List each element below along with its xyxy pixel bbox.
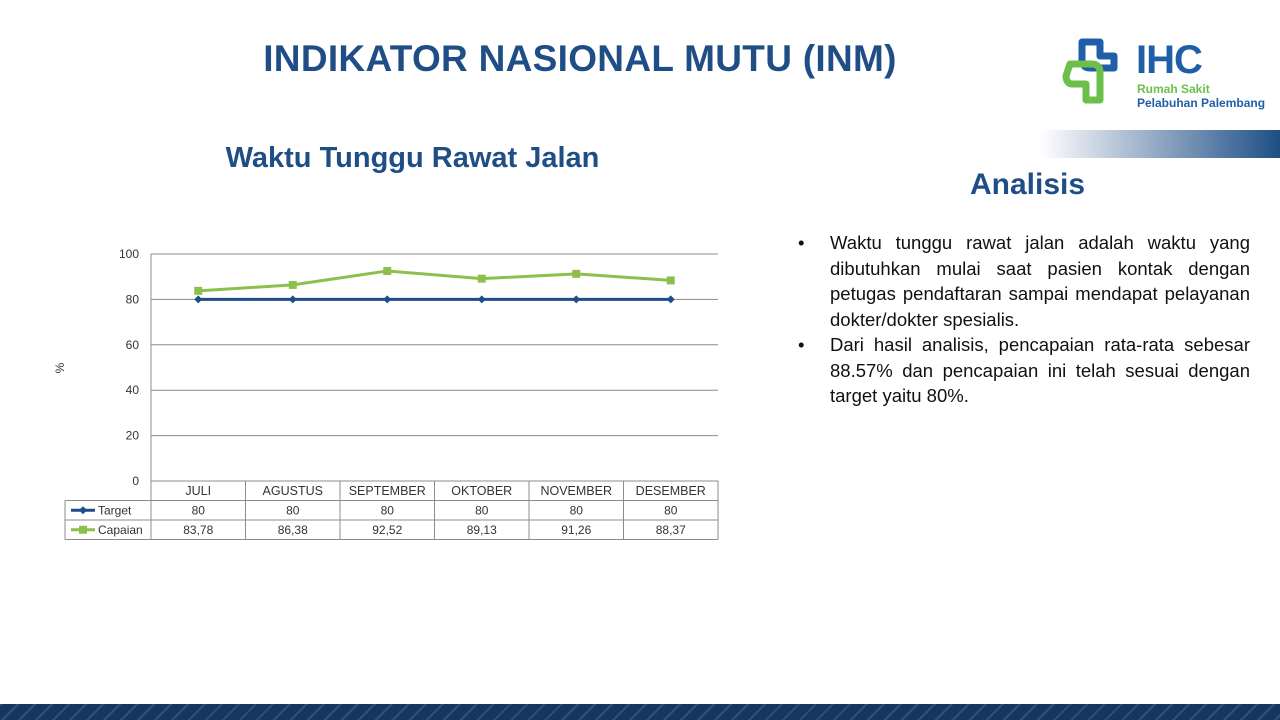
data-point-target <box>288 295 297 304</box>
data-point-capaian <box>572 269 581 278</box>
x-category-label: JULI <box>185 484 211 498</box>
legend-key-marker <box>79 525 87 534</box>
data-table-value: 91,26 <box>561 523 591 537</box>
chart-title: Waktu Tunggu Rawat Jalan <box>225 142 600 174</box>
data-point-target <box>572 295 581 304</box>
x-category-label: AGUSTUS <box>263 484 323 498</box>
data-table-value: 89,13 <box>467 523 497 537</box>
logo-wordmark: IHC <box>1136 38 1203 82</box>
x-category-label: DESEMBER <box>636 484 706 498</box>
analysis-list: • Waktu tunggu rawat jalan adalah waktu … <box>795 230 1250 409</box>
analysis-item-text: Waktu tunggu rawat jalan adalah waktu ya… <box>830 232 1250 330</box>
y-tick-label: 0 <box>132 474 139 488</box>
data-table-value: 80 <box>475 503 489 517</box>
data-table-value: 80 <box>286 503 300 517</box>
data-table-value: 86,38 <box>278 523 308 537</box>
data-point-capaian <box>383 266 392 275</box>
y-tick-label: 20 <box>126 429 140 443</box>
bullet-marker: • <box>798 334 805 355</box>
data-point-capaian <box>194 286 203 295</box>
data-table-value: 88,37 <box>656 523 686 537</box>
y-axis-label: % <box>53 362 67 373</box>
data-point-target <box>194 295 203 304</box>
analysis-item: • Dari hasil analisis, pencapaian rata-r… <box>795 332 1250 409</box>
logo-subtitle-line2: Pelabuhan Palembang <box>1137 96 1266 110</box>
x-category-label: SEPTEMBER <box>349 484 426 498</box>
ihc-logo: IHC Rumah Sakit Pelabuhan Palembang <box>1062 34 1272 114</box>
analysis-item-text: Dari hasil analisis, pencapaian rata-rat… <box>830 334 1250 406</box>
data-table-value: 92,52 <box>372 523 402 537</box>
y-tick-label: 100 <box>119 247 139 261</box>
footer-band <box>0 704 1280 720</box>
y-tick-label: 40 <box>126 383 140 397</box>
legend-key-marker <box>79 506 87 515</box>
ihc-cross-icon <box>1062 38 1118 104</box>
y-tick-label: 60 <box>126 338 140 352</box>
data-table-value: 80 <box>192 503 206 517</box>
decorative-gradient-bar <box>1040 130 1280 158</box>
legend-label: Capaian <box>98 523 143 537</box>
analysis-item: • Waktu tunggu rawat jalan adalah waktu … <box>795 230 1250 332</box>
data-point-capaian <box>288 280 297 289</box>
slide-title: INDIKATOR NASIONAL MUTU (INM) <box>263 38 897 79</box>
data-table-value: 80 <box>381 503 395 517</box>
bullet-marker: • <box>798 232 805 253</box>
data-table-value: 80 <box>664 503 678 517</box>
analysis-title: Analisis <box>969 168 1086 201</box>
data-point-target <box>383 295 392 304</box>
data-table-value: 80 <box>570 503 584 517</box>
data-point-target <box>666 295 675 304</box>
x-category-label: NOVEMBER <box>540 484 612 498</box>
legend-label: Target <box>98 503 132 517</box>
data-point-capaian <box>477 274 486 283</box>
series-line-capaian <box>198 269 671 293</box>
x-category-label: OKTOBER <box>451 484 512 498</box>
y-tick-label: 80 <box>126 292 140 306</box>
data-point-target <box>477 295 486 304</box>
logo-subtitle-line1: Rumah Sakit <box>1137 82 1210 96</box>
data-table-value: 83,78 <box>183 523 213 537</box>
data-point-capaian <box>666 276 675 285</box>
line-chart: 0 20 40 60 80 100% JULI AGUSTUS SEPTEMBER OKTOBER… <box>53 247 719 540</box>
